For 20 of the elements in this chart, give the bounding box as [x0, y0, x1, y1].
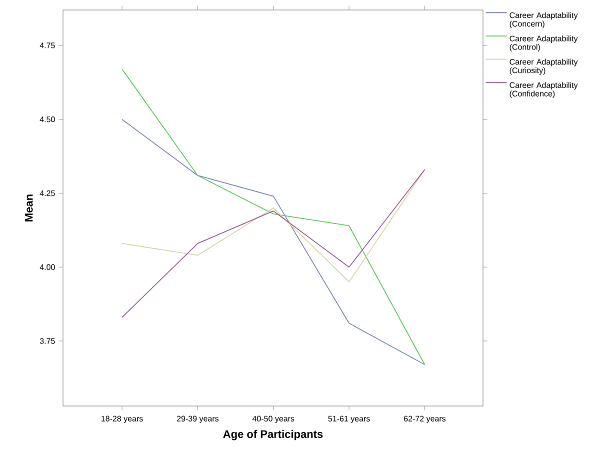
x-tick-label: 51-61 years	[328, 416, 370, 424]
y-tick-label: 3.75	[40, 338, 55, 344]
line-series	[122, 118, 426, 366]
x-tick-label: 18-28 years	[102, 416, 143, 424]
line-series	[122, 169, 426, 282]
x-axis-title: Age of Participants	[223, 430, 323, 440]
y-tick-label: 4.75	[40, 42, 55, 48]
line-series	[122, 169, 426, 318]
legend-label: Career Adaptability (Confidence)	[510, 82, 578, 98]
x-tick-label: 40-50 years	[252, 416, 294, 424]
legend-label: Career Adaptability (Curiosity)	[510, 58, 578, 75]
y-tick-label: 4.25	[40, 190, 55, 196]
line-series	[122, 68, 426, 366]
legend-label: Career Adaptability (Control)	[510, 35, 578, 52]
y-tick-label: 4.50	[40, 116, 55, 122]
y-axis-title: Mean	[25, 194, 33, 222]
x-tick-label: 62-72 years	[404, 416, 446, 424]
x-tick-label: 29-39 years	[176, 416, 219, 424]
y-tick-label: 4.00	[40, 264, 55, 270]
legend-label: Career Adaptability (Concern)	[510, 12, 578, 28]
